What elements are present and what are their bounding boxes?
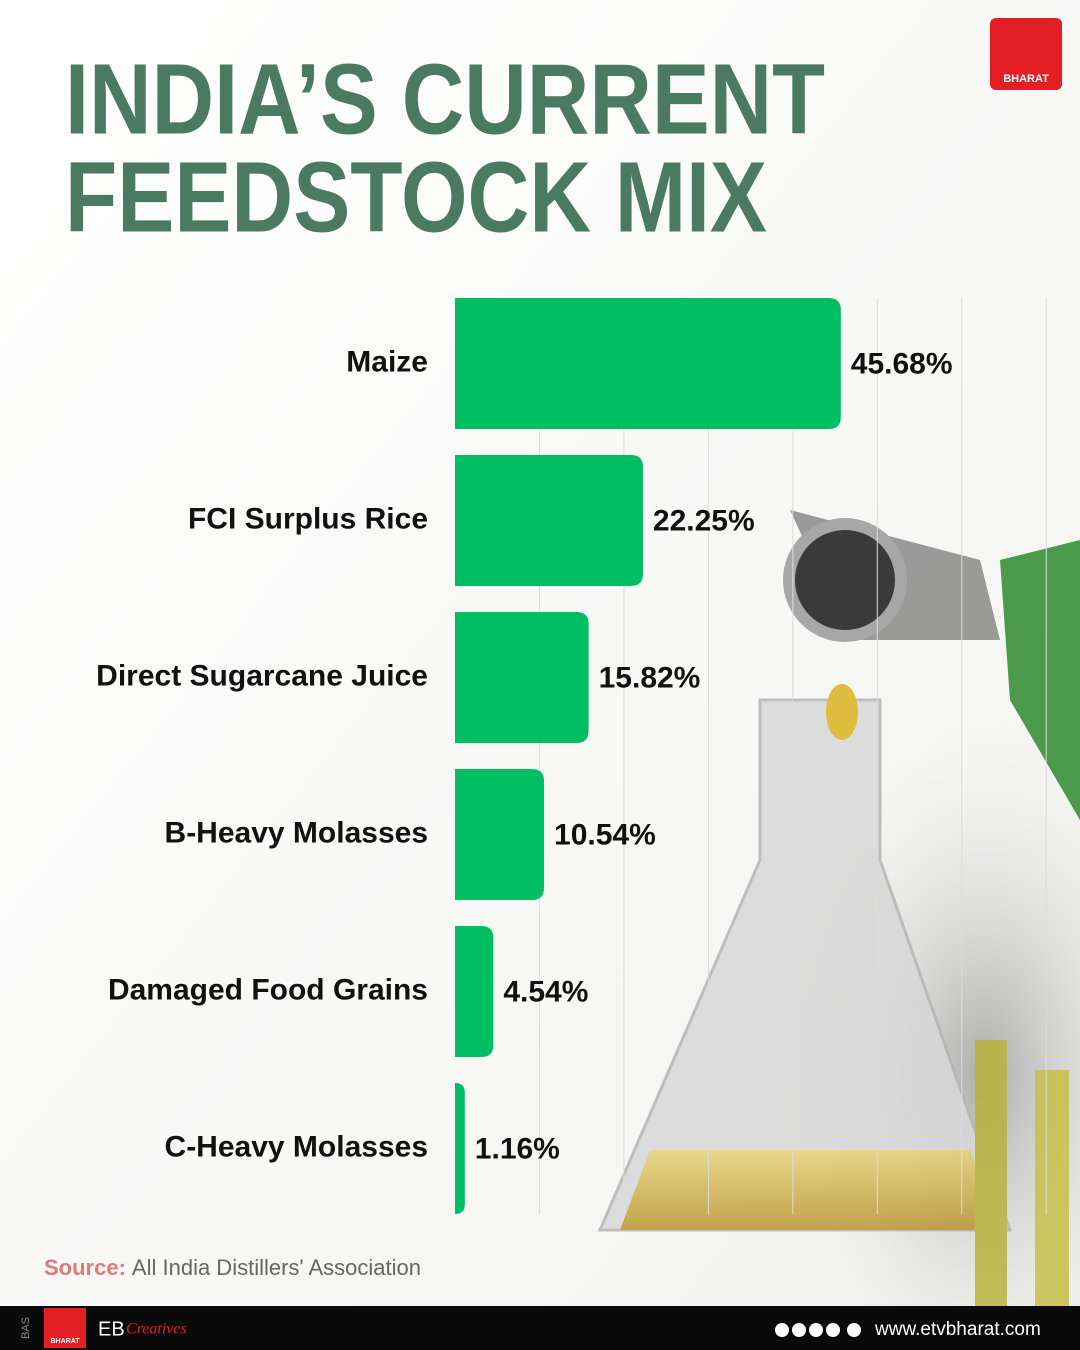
flask-illustration (597, 510, 1080, 1310)
bar (455, 769, 545, 900)
bar (455, 612, 589, 743)
studio-sub: Creatives (126, 1321, 187, 1338)
value-label: 15.82% (599, 661, 701, 694)
website[interactable]: www.etvbharat.com (874, 1319, 1041, 1340)
logo-text: BHARAT (1003, 73, 1049, 85)
bar (455, 1083, 465, 1214)
value-label: 45.68% (851, 347, 953, 380)
value-label: 1.16% (475, 1132, 560, 1165)
source-label: Source: (44, 1255, 126, 1280)
category-label: C-Heavy Molasses (165, 1130, 428, 1163)
title-line: FEEDSTOCK MIX (65, 141, 767, 253)
logo (990, 18, 1062, 90)
plot: Maize 45.68% FCI Surplus Rice 22.25% Direct … (96, 298, 1047, 1214)
bar (455, 926, 494, 1057)
bar (455, 298, 841, 429)
footer-logo-text: BHARAT (50, 1338, 80, 1345)
bar (455, 455, 643, 586)
title-line: INDIA’S CURRENT (65, 43, 825, 155)
category-label: FCI Surplus Rice (188, 502, 428, 535)
source-text: All India Distillers' Association (132, 1255, 421, 1280)
side-tag: BAS (20, 1317, 32, 1339)
studio: EB (98, 1318, 125, 1340)
category-label: Direct Sugarcane Juice (96, 659, 428, 692)
category-label: Maize (346, 345, 428, 378)
category-label: B-Heavy Molasses (165, 816, 428, 849)
value-label: 10.54% (554, 818, 656, 851)
category-label: Damaged Food Grains (108, 973, 428, 1006)
value-label: 22.25% (653, 504, 755, 537)
footer (0, 1306, 1080, 1350)
source: Source: All India Distillers' Association (44, 1255, 421, 1280)
social-icons (775, 1323, 861, 1337)
footer-logo (44, 1308, 86, 1348)
value-label: 4.54% (503, 975, 588, 1008)
